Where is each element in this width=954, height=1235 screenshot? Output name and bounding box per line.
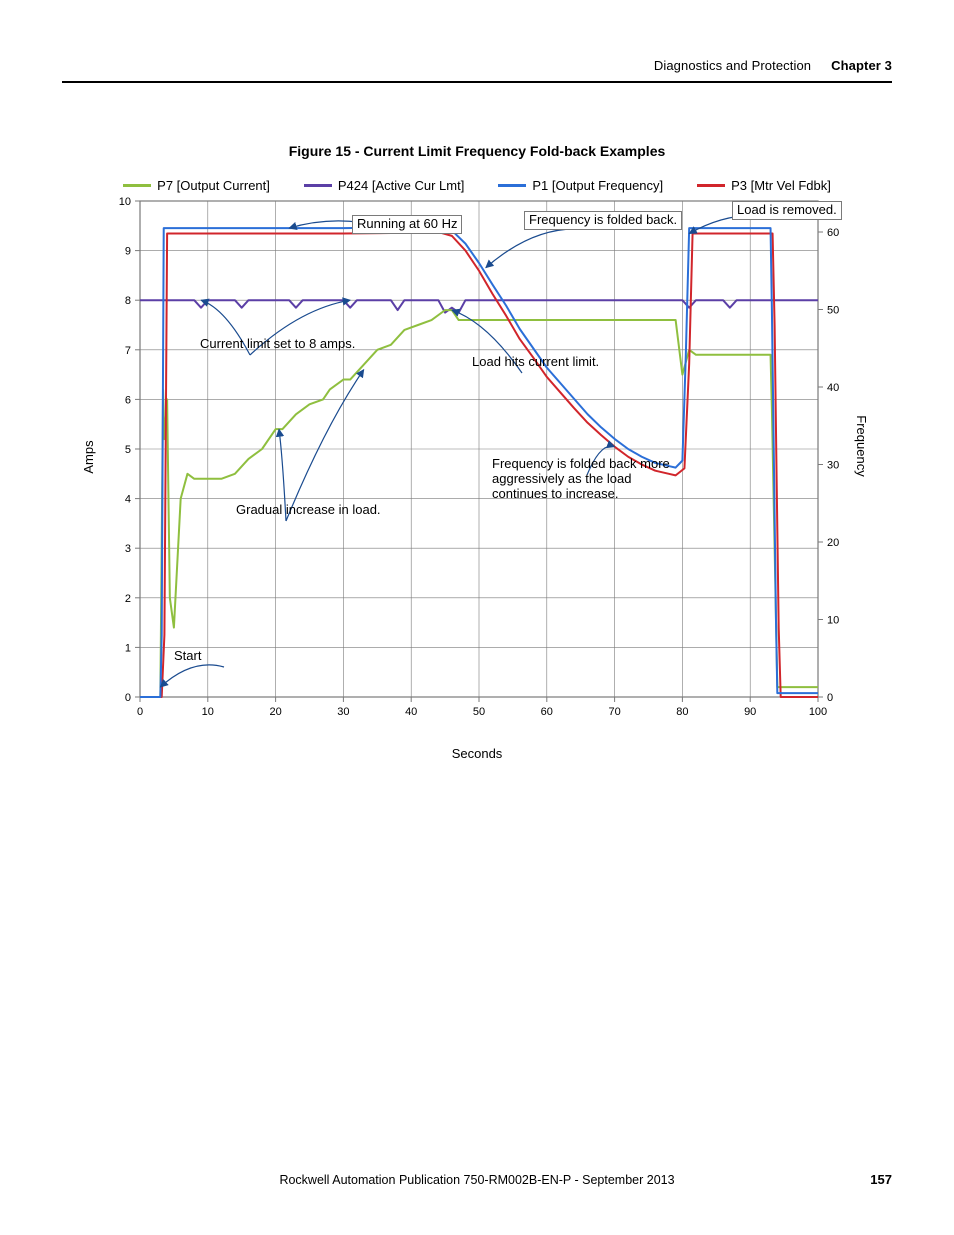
header-chapter-title: Diagnostics and Protection <box>654 58 811 73</box>
annotation-load_hits_limit: Load hits current limit. <box>472 355 599 370</box>
svg-text:10: 10 <box>827 615 839 627</box>
svg-text:4: 4 <box>125 494 131 506</box>
svg-text:40: 40 <box>405 706 417 718</box>
svg-text:80: 80 <box>676 706 688 718</box>
page-number: 157 <box>870 1172 892 1187</box>
svg-text:9: 9 <box>125 246 131 258</box>
svg-text:10: 10 <box>119 196 131 208</box>
svg-text:3: 3 <box>125 543 131 555</box>
svg-text:20: 20 <box>827 537 839 549</box>
svg-text:7: 7 <box>125 345 131 357</box>
annotation-load_removed: Load is removed. <box>732 201 842 220</box>
annotation-cur_limit_8a: Current limit set to 8 amps. <box>200 337 355 352</box>
chart-svg: 0102030405060708090100012345678910010203… <box>92 177 862 737</box>
page-header: Diagnostics and Protection Chapter 3 <box>62 58 892 83</box>
page: Diagnostics and Protection Chapter 3 Fig… <box>0 0 954 1235</box>
chart: P7 [Output Current]P424 [Active Cur Lmt]… <box>92 177 862 737</box>
svg-text:2: 2 <box>125 593 131 605</box>
svg-text:30: 30 <box>337 706 349 718</box>
y-left-axis-label: Amps <box>81 440 96 473</box>
svg-text:1: 1 <box>125 642 131 654</box>
svg-text:6: 6 <box>125 394 131 406</box>
svg-text:60: 60 <box>541 706 553 718</box>
svg-text:40: 40 <box>827 382 839 394</box>
svg-text:0: 0 <box>827 692 833 704</box>
svg-text:50: 50 <box>473 706 485 718</box>
annotation-gradual_load: Gradual increase in load. <box>236 503 381 518</box>
svg-text:90: 90 <box>744 706 756 718</box>
svg-text:0: 0 <box>137 706 143 718</box>
svg-text:0: 0 <box>125 692 131 704</box>
figure-caption: Figure 15 - Current Limit Frequency Fold… <box>62 143 892 159</box>
y-right-axis-label: Frequency <box>854 415 869 476</box>
svg-text:100: 100 <box>809 706 827 718</box>
svg-text:10: 10 <box>202 706 214 718</box>
svg-text:70: 70 <box>608 706 620 718</box>
svg-text:30: 30 <box>827 460 839 472</box>
annotation-freq_folded: Frequency is folded back. <box>524 211 682 230</box>
annotation-running_60hz: Running at 60 Hz <box>352 215 462 234</box>
svg-text:5: 5 <box>125 444 131 456</box>
header-chapter-label: Chapter 3 <box>831 58 892 73</box>
svg-text:60: 60 <box>827 227 839 239</box>
svg-text:50: 50 <box>827 305 839 317</box>
svg-text:20: 20 <box>269 706 281 718</box>
svg-text:8: 8 <box>125 295 131 307</box>
annotation-freq_folded_aggr: Frequency is folded back more aggressive… <box>492 457 682 502</box>
footer-publication: Rockwell Automation Publication 750-RM00… <box>62 1173 892 1187</box>
annotation-start: Start <box>174 649 201 664</box>
x-axis-label: Seconds <box>452 746 503 761</box>
